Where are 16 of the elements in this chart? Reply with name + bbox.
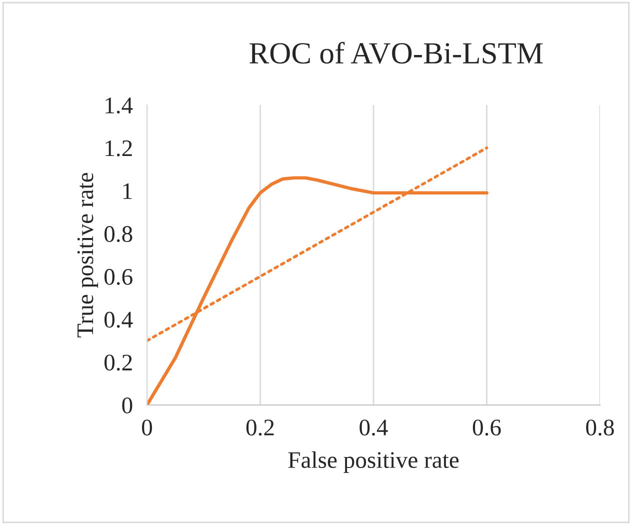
y-tick-label: 0.2 [104, 354, 132, 371]
y-tick-label: 0.6 [104, 268, 132, 285]
y-tick-label: 0.4 [104, 312, 133, 328]
y-tick-label: 1 [123, 183, 132, 199]
x-tick-label: 0.8 [586, 420, 614, 436]
y-axis-title: True positive rate [77, 172, 98, 338]
y-tick-label: 1.4 [106, 98, 133, 114]
y-tick-label: 1.2 [106, 140, 132, 156]
y-tick-label: 0 [122, 397, 132, 414]
x-tick-label: 0.6 [472, 420, 501, 436]
x-tick-label: 0.2 [246, 420, 274, 436]
chart-title: ROC of AVO-Bi-LSTM [250, 42, 543, 64]
x-tick-label: 0.4 [360, 420, 388, 436]
x-tick-label: 0 [142, 420, 152, 436]
x-axis-title: False positive rate [288, 451, 459, 473]
y-tick-label: 0.8 [104, 226, 132, 242]
